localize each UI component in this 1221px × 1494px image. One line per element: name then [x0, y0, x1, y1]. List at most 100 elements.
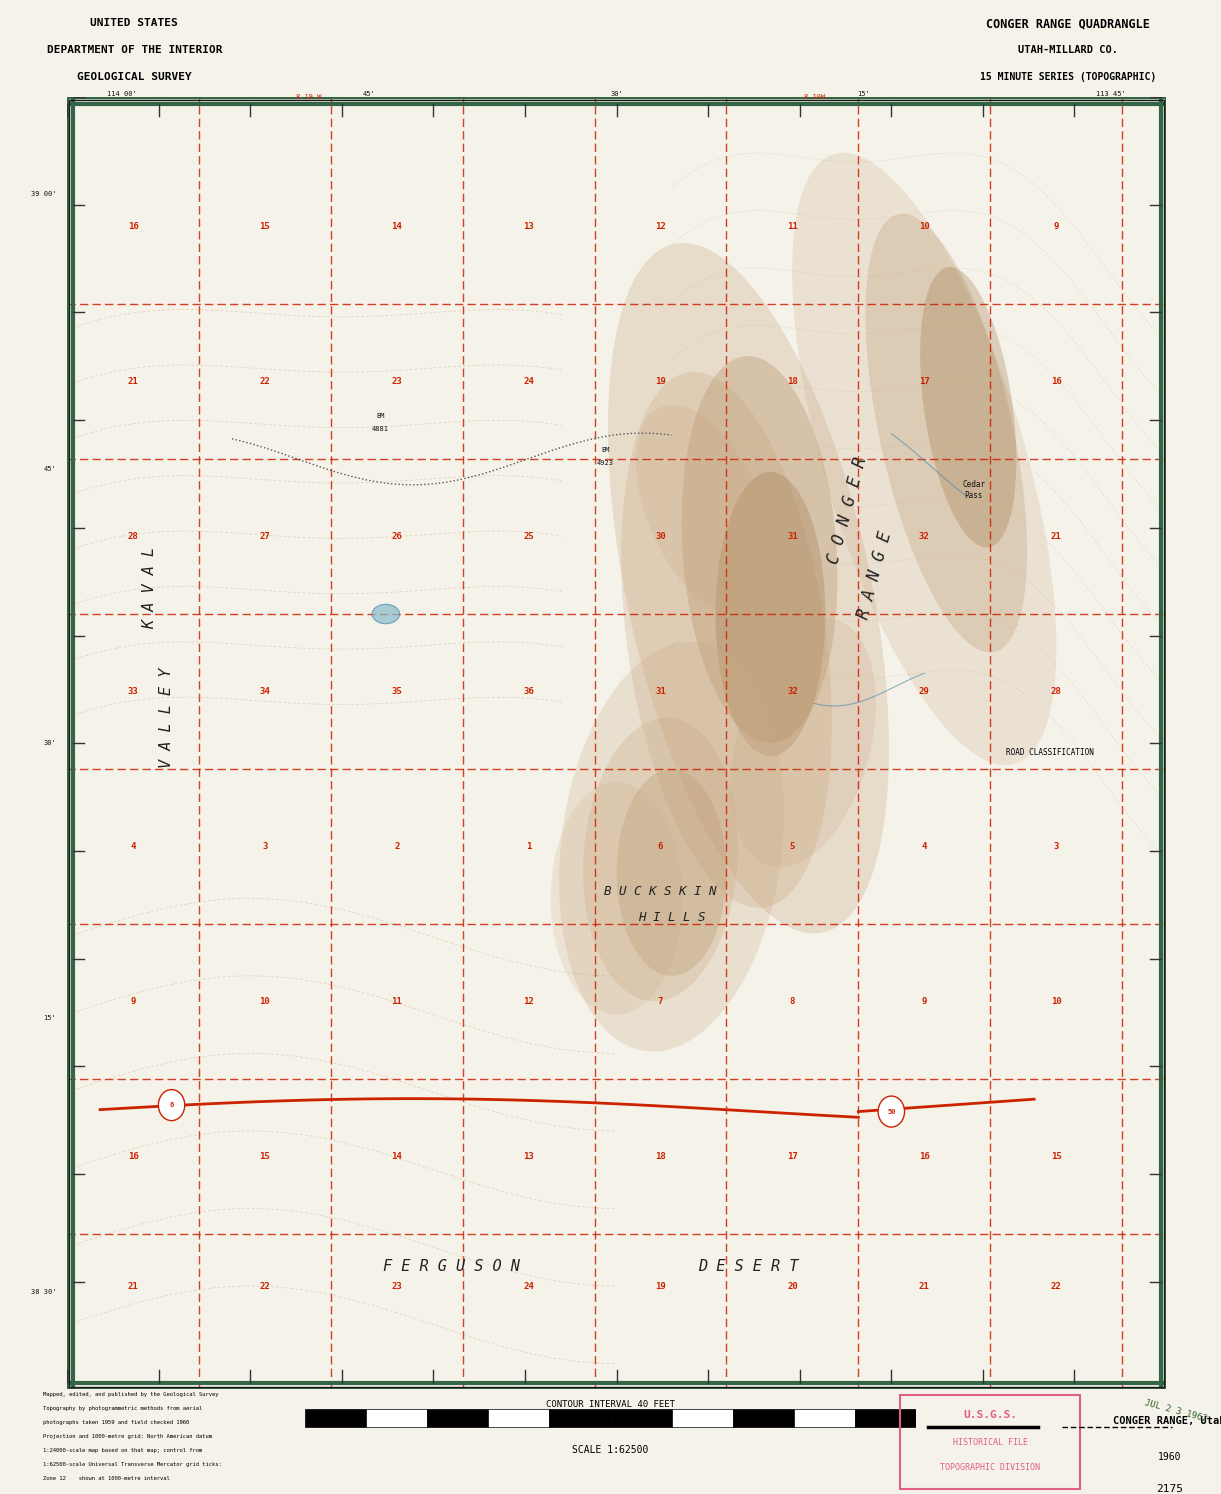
Text: 6: 6	[658, 843, 663, 852]
Text: 3: 3	[263, 843, 267, 852]
Text: 16: 16	[128, 1152, 138, 1161]
Text: 22: 22	[260, 1282, 270, 1291]
Text: 11: 11	[788, 221, 797, 232]
Ellipse shape	[584, 717, 737, 1001]
Ellipse shape	[792, 152, 1056, 765]
Bar	[305, 1409, 366, 1427]
Ellipse shape	[681, 356, 838, 743]
Circle shape	[159, 1089, 184, 1120]
Text: 26: 26	[392, 532, 402, 541]
Ellipse shape	[716, 472, 825, 756]
Bar	[610, 1409, 672, 1427]
Text: 16: 16	[1051, 376, 1061, 385]
Text: 10: 10	[260, 996, 270, 1007]
Text: 14: 14	[392, 221, 402, 232]
Text: 31: 31	[656, 687, 665, 696]
Text: 7: 7	[658, 996, 663, 1007]
Text: R A N G E: R A N G E	[855, 529, 895, 622]
Text: 8 10W: 8 10W	[803, 94, 825, 100]
Text: 18: 18	[656, 1152, 665, 1161]
Ellipse shape	[921, 267, 1016, 547]
Text: F E R G U S O N: F E R G U S O N	[383, 1259, 520, 1274]
Text: 2: 2	[394, 843, 399, 852]
Text: Mapped, edited, and published by the Geological Survey: Mapped, edited, and published by the Geo…	[43, 1391, 219, 1397]
Text: 21: 21	[128, 376, 138, 385]
Text: Projection and 1000-metre grid: North American datum: Projection and 1000-metre grid: North Am…	[43, 1434, 211, 1439]
Text: 31: 31	[788, 532, 797, 541]
Bar	[901, 1395, 1079, 1488]
Text: 21: 21	[919, 1282, 929, 1291]
Text: TOPOGRAPHIC DIVISION: TOPOGRAPHIC DIVISION	[940, 1463, 1040, 1472]
Bar	[427, 1409, 488, 1427]
Text: 22: 22	[260, 376, 270, 385]
Text: 15: 15	[260, 1152, 270, 1161]
Text: D E S E R T: D E S E R T	[698, 1259, 799, 1274]
Text: BM: BM	[376, 412, 385, 418]
Text: 29: 29	[919, 687, 929, 696]
Text: 45': 45'	[44, 466, 56, 472]
Text: 17: 17	[919, 376, 929, 385]
Bar	[549, 1409, 610, 1427]
Text: 113 45': 113 45'	[1096, 91, 1126, 97]
Text: 1:24000-scale map based on that map; control from: 1:24000-scale map based on that map; con…	[43, 1448, 201, 1454]
Text: 12: 12	[524, 996, 534, 1007]
Text: 34: 34	[260, 687, 270, 696]
Ellipse shape	[636, 405, 773, 617]
Text: 6: 6	[170, 1103, 173, 1109]
Text: 15': 15'	[44, 1014, 56, 1020]
Text: 32: 32	[919, 532, 929, 541]
Text: H I L L S: H I L L S	[637, 911, 706, 925]
Text: 15 MINUTE SERIES (TOPOGRAPHIC): 15 MINUTE SERIES (TOPOGRAPHIC)	[980, 72, 1156, 82]
Text: 5: 5	[790, 843, 795, 852]
Bar	[733, 1409, 794, 1427]
Text: 1960: 1960	[1158, 1452, 1182, 1463]
Circle shape	[878, 1097, 905, 1126]
Text: JUL 2 3 1962: JUL 2 3 1962	[1144, 1398, 1209, 1424]
Text: 24: 24	[524, 1282, 534, 1291]
Text: 4923: 4923	[597, 460, 614, 466]
Text: K A V A L: K A V A L	[142, 547, 158, 629]
Text: CONGER RANGE, Utah: CONGER RANGE, Utah	[1114, 1416, 1221, 1425]
Text: 45': 45'	[363, 91, 376, 97]
Text: 4881: 4881	[372, 426, 388, 432]
Text: U.S.G.S.: U.S.G.S.	[963, 1410, 1017, 1421]
Text: 12: 12	[656, 221, 665, 232]
Text: 3: 3	[1054, 843, 1059, 852]
Text: 36: 36	[524, 687, 534, 696]
Text: 17: 17	[788, 1152, 797, 1161]
Text: 23: 23	[392, 1282, 402, 1291]
Text: 8 19 W: 8 19 W	[297, 94, 321, 100]
Text: BM: BM	[602, 448, 609, 454]
Text: 1:62500-scale Universal Transverse Mercator grid ticks:: 1:62500-scale Universal Transverse Merca…	[43, 1463, 221, 1467]
Text: 16: 16	[919, 1152, 929, 1161]
Ellipse shape	[608, 244, 889, 934]
Text: 4: 4	[131, 843, 136, 852]
Text: UTAH-MILLARD CO.: UTAH-MILLARD CO.	[1018, 45, 1118, 55]
Text: 15: 15	[1051, 1152, 1061, 1161]
Text: 33: 33	[128, 687, 138, 696]
Text: 24: 24	[524, 376, 534, 385]
Bar	[672, 1409, 733, 1427]
Text: 9: 9	[1054, 221, 1059, 232]
Ellipse shape	[372, 605, 399, 623]
Text: 28: 28	[128, 532, 138, 541]
Text: 16: 16	[128, 221, 138, 232]
Text: 2175: 2175	[1156, 1484, 1183, 1494]
Text: 30: 30	[656, 532, 665, 541]
Ellipse shape	[551, 781, 683, 1014]
Text: 1: 1	[526, 843, 531, 852]
Text: 30': 30'	[610, 91, 623, 97]
Text: C O N G E R: C O N G E R	[824, 456, 871, 566]
Text: 32: 32	[788, 687, 797, 696]
Text: Topography by photogrammetric methods from aerial: Topography by photogrammetric methods fr…	[43, 1406, 201, 1410]
Text: 23: 23	[392, 376, 402, 385]
Text: 13: 13	[524, 1152, 534, 1161]
Text: photographs taken 1959 and field checked 1960: photographs taken 1959 and field checked…	[43, 1419, 189, 1425]
Text: Zone 12    shown at 1000-metre interval: Zone 12 shown at 1000-metre interval	[43, 1476, 170, 1481]
Text: 25: 25	[524, 532, 534, 541]
Text: V A L L E Y: V A L L E Y	[159, 668, 173, 768]
Bar	[794, 1409, 855, 1427]
Text: 27: 27	[260, 532, 270, 541]
Text: 18: 18	[788, 376, 797, 385]
Text: CONTOUR INTERVAL 40 FEET: CONTOUR INTERVAL 40 FEET	[546, 1400, 675, 1409]
